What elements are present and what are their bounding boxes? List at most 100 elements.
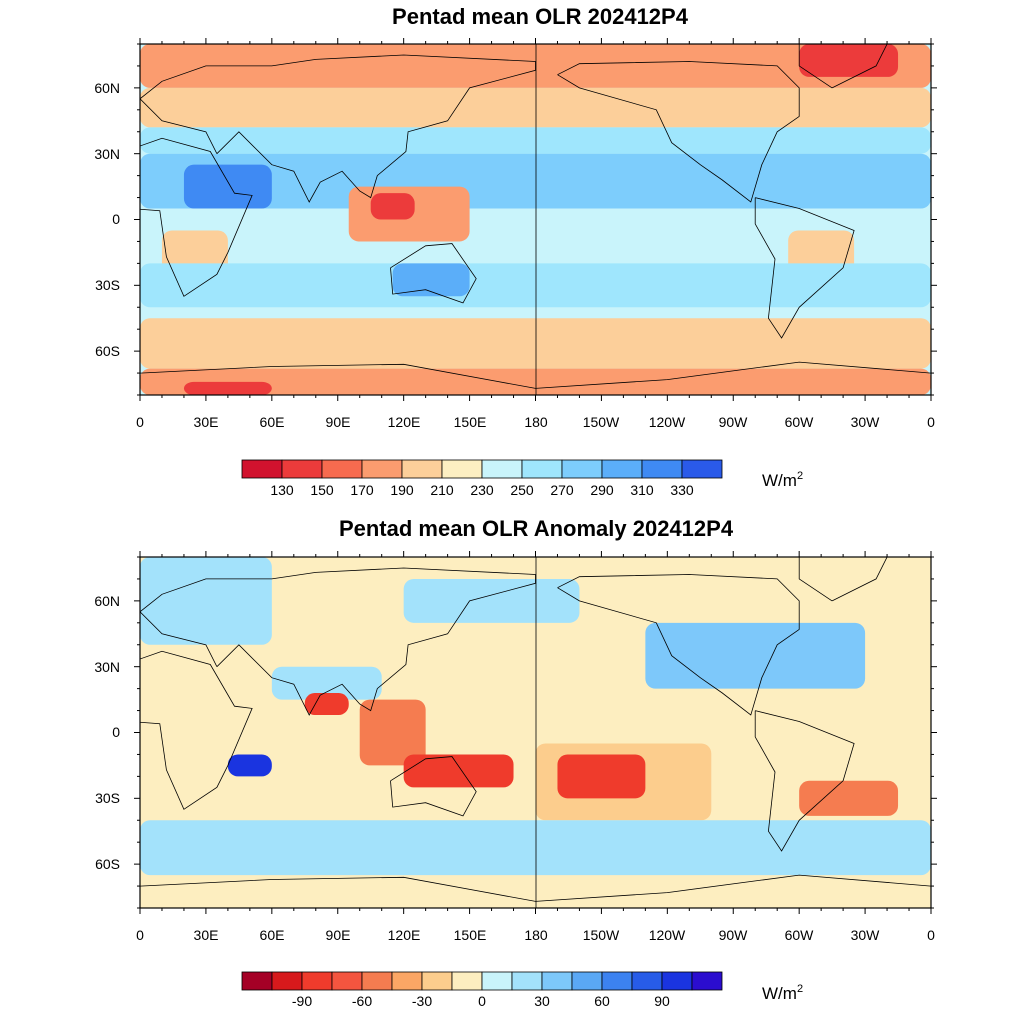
colorbar-box [421, 971, 453, 991]
colorbar-label: 330 [670, 482, 694, 498]
lon-label: 120W [649, 414, 686, 430]
colorbar-label: 290 [590, 482, 614, 498]
lat-label: 0 [112, 724, 120, 740]
lon-label: 150W [583, 414, 620, 430]
colorbar-label: 60 [594, 993, 610, 1009]
field-region [799, 780, 899, 816]
field-region [799, 44, 899, 77]
colorbar-box [361, 971, 393, 991]
colorbar-boxes [241, 459, 723, 479]
colorbar-box [441, 459, 483, 479]
colorbar-label: -90 [292, 993, 312, 1009]
colorbar-label: 190 [390, 482, 414, 498]
colorbar-box [521, 459, 563, 479]
lon-label: 60E [260, 927, 285, 943]
lon-label: 150E [454, 927, 487, 943]
field-region [304, 693, 349, 715]
field-region [183, 164, 272, 209]
colorbar-unit: W/m2 [762, 983, 803, 1003]
lat-label: 60N [94, 593, 120, 609]
colorbar-box [321, 459, 363, 479]
colorbar-label: 130 [270, 482, 294, 498]
lat-label: 30S [95, 277, 120, 293]
field-region [403, 578, 580, 623]
colorbar: 130 150 170 190 210 230 250 270 290 310 … [241, 459, 803, 498]
lon-label: 60W [785, 927, 815, 943]
colorbar-box [601, 459, 643, 479]
colorbar-label: -60 [352, 993, 372, 1009]
colorbar-box [691, 971, 723, 991]
colorbar-label: -30 [412, 993, 432, 1009]
coastline [140, 567, 536, 716]
coastline [140, 650, 253, 810]
axis-ticks [134, 551, 937, 914]
colorbar-box [561, 459, 603, 479]
coastline [140, 361, 931, 389]
colorbar-labels: 130 150 170 190 210 230 250 270 290 310 … [270, 482, 694, 498]
lat-label: 0 [112, 211, 120, 227]
colorbar-label: 270 [550, 482, 574, 498]
map-panel-olr: Pentad mean OLR 202412P4 60N 30N 0 30S 6… [94, 4, 937, 498]
coastline [798, 44, 888, 89]
colorbar-label: 230 [470, 482, 494, 498]
lon-label: 90E [326, 414, 351, 430]
field-region [645, 622, 866, 689]
lon-label: 0 [136, 927, 144, 943]
colorbar-label: 170 [350, 482, 374, 498]
colorbar-box [451, 971, 483, 991]
colorbar-label: 30 [534, 993, 550, 1009]
field-region [227, 754, 272, 777]
lon-label: 90W [719, 414, 749, 430]
field-region [140, 263, 931, 308]
colorbar-label: 150 [310, 482, 334, 498]
field-region [359, 699, 426, 766]
lon-label: 120W [649, 927, 686, 943]
lon-label: 30E [194, 927, 219, 943]
lon-label: 0 [136, 414, 144, 430]
lat-label: 30N [94, 146, 120, 162]
olr-field [140, 44, 931, 395]
coastline [798, 557, 888, 602]
coastline [754, 710, 855, 852]
lon-label: 90E [326, 927, 351, 943]
colorbar-box [601, 971, 633, 991]
lon-tick-labels: 0 30E 60E 90E 120E 150E 180 150W 120W 90… [136, 927, 935, 943]
lat-label: 30S [95, 790, 120, 806]
lon-label: 90W [719, 927, 749, 943]
colorbar-label: 90 [654, 993, 670, 1009]
anomaly-field [140, 557, 931, 908]
lon-tick-labels: 0 30E 60E 90E 120E 150E 180 150W 120W 90… [136, 414, 935, 430]
colorbar-label: 250 [510, 482, 534, 498]
colorbar-box [481, 459, 523, 479]
lat-label: 60N [94, 80, 120, 96]
lon-label: 150E [454, 414, 487, 430]
map-panel-anomaly: Pentad mean OLR Anomaly 202412P4 60N 30N… [94, 516, 937, 1009]
colorbar-box [271, 971, 303, 991]
coastline-layer [140, 44, 931, 389]
field-region [183, 381, 272, 395]
colorbar-box [681, 459, 723, 479]
colorbar-label: 310 [630, 482, 654, 498]
coastline [390, 756, 477, 817]
colorbar-box [281, 459, 323, 479]
colorbar-box [241, 459, 283, 479]
colorbar-box [241, 971, 273, 991]
lat-tick-labels: 60N 30N 0 30S 60S [94, 80, 120, 359]
colorbar-box [331, 971, 363, 991]
lat-label: 60S [95, 343, 120, 359]
colorbar-box [401, 459, 443, 479]
colorbar-box [661, 971, 693, 991]
lon-label: 60E [260, 414, 285, 430]
colorbar-unit: W/m2 [762, 470, 803, 490]
coastline [390, 243, 477, 304]
map-title: Pentad mean OLR Anomaly 202412P4 [339, 516, 734, 541]
colorbar-boxes [241, 971, 723, 991]
field-region [271, 666, 382, 700]
colorbar-label: 210 [430, 482, 454, 498]
colorbar-box [571, 971, 603, 991]
colorbar-box [641, 459, 683, 479]
coastline [140, 137, 253, 297]
field-region [140, 127, 931, 154]
lon-label: 120E [388, 927, 421, 943]
